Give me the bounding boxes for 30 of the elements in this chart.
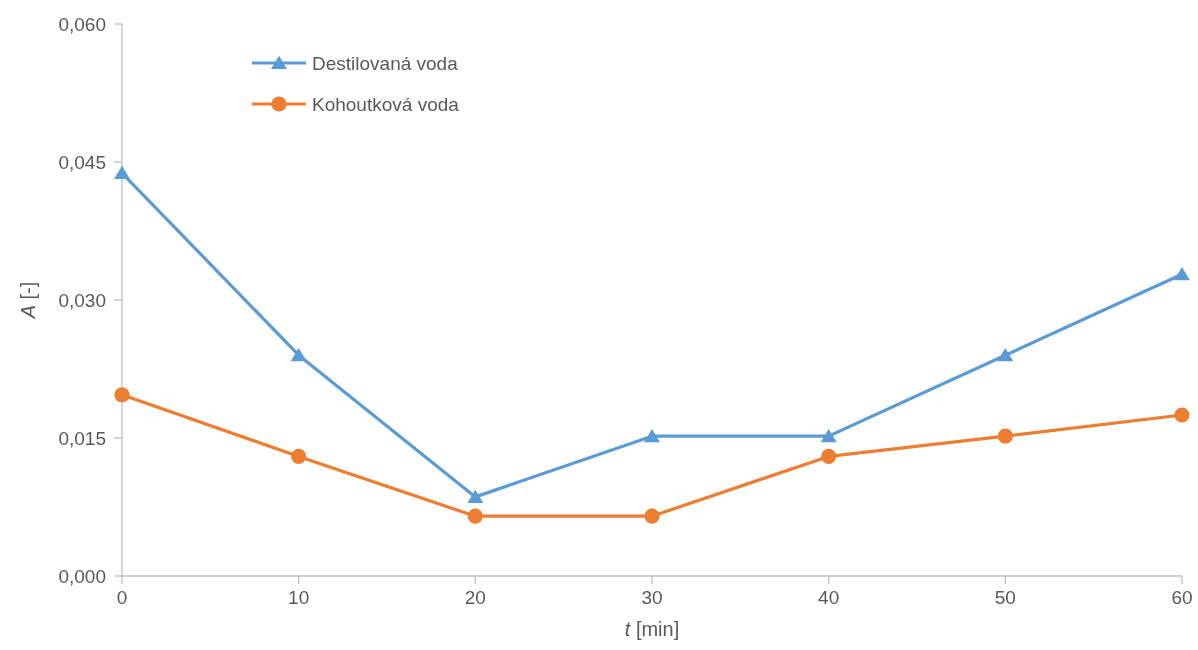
point [644, 508, 660, 524]
legend-label: Destilovaná voda [312, 52, 459, 74]
point [114, 387, 130, 403]
point [997, 428, 1013, 444]
x-tick-label: 60 [1171, 587, 1193, 608]
point [114, 165, 130, 180]
point [467, 508, 483, 524]
y-axis-title: A [-] [17, 281, 39, 320]
y-tick-label: 0,000 [58, 565, 106, 587]
point [1174, 267, 1190, 281]
point [821, 448, 837, 464]
legend-label: Kohoutková voda [312, 93, 460, 115]
point [291, 448, 307, 464]
point [820, 428, 837, 443]
y-tick-label: 0,060 [58, 13, 106, 35]
x-tick-label: 0 [116, 587, 128, 608]
point [290, 348, 307, 362]
x-tick-label: 40 [818, 587, 840, 608]
point [644, 428, 660, 443]
point [467, 489, 484, 503]
x-axis-title: t [min] [624, 618, 680, 640]
x-tick-label: 10 [288, 587, 310, 608]
x-tick-label: 30 [641, 587, 663, 608]
y-tick-label: 0,045 [58, 151, 106, 173]
y-tick-label: 0,030 [58, 289, 106, 311]
y-tick-label: 0,015 [58, 427, 106, 449]
point [997, 348, 1014, 362]
x-tick-label: 20 [464, 587, 486, 608]
x-tick-label: 50 [994, 587, 1016, 608]
point [1174, 407, 1190, 423]
